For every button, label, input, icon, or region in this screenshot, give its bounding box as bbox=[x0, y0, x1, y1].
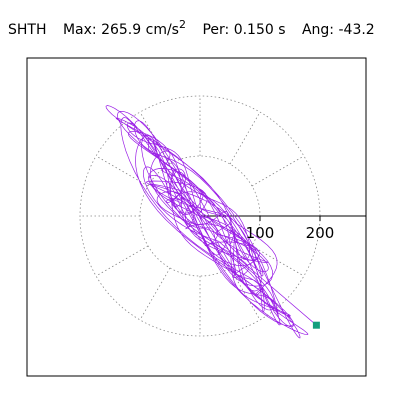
max-label: Max: bbox=[62, 22, 97, 38]
per-label: Per: bbox=[202, 22, 230, 38]
x-tick-label-100: 100 bbox=[246, 224, 275, 242]
end-point-marker bbox=[312, 321, 320, 329]
grid-spoke-30 bbox=[251, 155, 305, 187]
tick-labels: 100 200 bbox=[246, 224, 335, 242]
grid-spoke-60 bbox=[229, 111, 261, 165]
max-unit: cm/s bbox=[145, 22, 179, 38]
end-marker bbox=[312, 321, 320, 329]
ang-value: -43.2 bbox=[338, 22, 375, 38]
plot-header: SHTH Max: 265.9 cm/s2 Per: 0.150 s Ang: … bbox=[8, 18, 375, 38]
max-value: 265.9 bbox=[101, 22, 142, 38]
station-code: SHTH bbox=[8, 22, 47, 38]
max-unit-exponent: 2 bbox=[178, 18, 186, 31]
grid-spoke-210 bbox=[95, 245, 149, 277]
ang-label: Ang: bbox=[301, 22, 335, 38]
grid-spoke-240 bbox=[139, 267, 171, 321]
motion-trace bbox=[105, 105, 317, 339]
motion-trace-line bbox=[105, 105, 317, 339]
x-tick-label-200: 200 bbox=[306, 224, 335, 242]
grid-spoke-330 bbox=[251, 245, 305, 277]
per-value: 0.150 s bbox=[233, 22, 286, 38]
plot-frame bbox=[26, 57, 367, 377]
